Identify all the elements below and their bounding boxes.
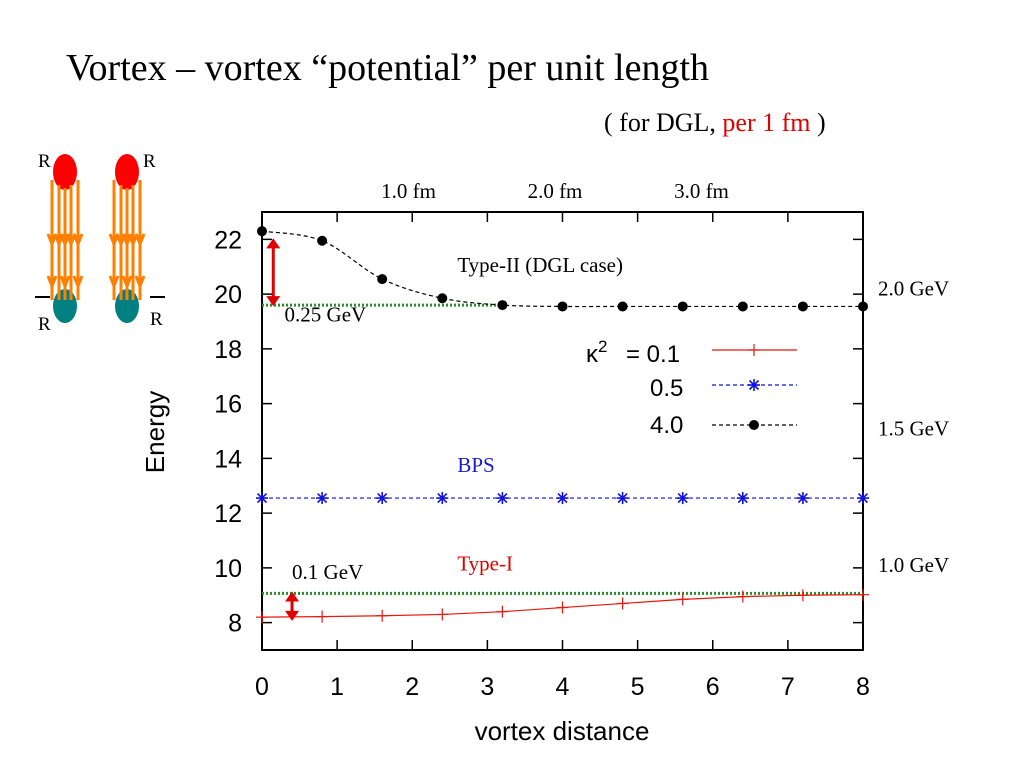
- x-tick-label: 5: [631, 673, 645, 701]
- asterisk-marker: [556, 492, 569, 505]
- label-r-bottom-right: R: [150, 309, 163, 330]
- dot-marker: [677, 301, 688, 312]
- y-axis-label: Energy: [140, 391, 170, 473]
- legend-label-0: = 0.1: [626, 341, 680, 368]
- x-tick-label: 7: [781, 673, 795, 701]
- legend: κ2 = 0.1 0.5 4.0: [586, 337, 797, 439]
- asterisk-marker: [796, 492, 809, 505]
- legend-label-2: 4.0: [650, 412, 683, 439]
- asterisk-marker: [316, 492, 329, 505]
- asterisk-marker: [436, 492, 449, 505]
- dot-marker: [317, 235, 328, 246]
- dot-marker: [737, 301, 748, 312]
- top-ball-right: [115, 154, 139, 190]
- label-r-top-right: R: [143, 151, 156, 172]
- flux-lines-left: [46, 180, 84, 300]
- x-tick-label: 0: [255, 673, 269, 701]
- x-tick-label: 3: [480, 673, 494, 701]
- subtitle-open: ( for DGL,: [604, 108, 723, 137]
- x-tick-label: 8: [856, 673, 870, 701]
- dot-marker: [617, 301, 628, 312]
- dot-marker: [437, 293, 448, 304]
- double-arrow: [285, 591, 300, 621]
- dot-marker: [377, 274, 388, 285]
- x-tick-label: 2: [405, 673, 419, 701]
- label-r-top-left: R: [38, 151, 51, 172]
- legend-kappa-label: κ2: [586, 337, 607, 368]
- asterisk-marker: [496, 492, 509, 505]
- series-1: [256, 492, 869, 505]
- dot-marker: [257, 226, 267, 237]
- top-axis-label: 2.0 fm: [528, 179, 583, 203]
- x-tick-label: 1: [330, 673, 344, 701]
- subtitle-close: ): [810, 108, 826, 137]
- asterisk-marker: [376, 492, 389, 505]
- asterisk-marker: [748, 379, 760, 391]
- y-tick-label: 16: [214, 391, 242, 419]
- annotation: BPS: [457, 453, 494, 477]
- x-axis-label: vortex distance: [475, 716, 650, 746]
- label-r-bottom-left: R: [38, 314, 51, 335]
- top-axis-label: 1.0 fm: [381, 179, 436, 203]
- x-tick-label: 4: [556, 673, 570, 701]
- annotation: 0.25 GeV: [285, 303, 367, 327]
- series-2: [257, 226, 868, 312]
- dot-marker: [797, 301, 808, 312]
- legend-label-1: 0.5: [650, 375, 683, 402]
- y-tick-label: 14: [214, 445, 242, 473]
- dot-marker: [858, 301, 868, 312]
- asterisk-marker: [676, 492, 689, 505]
- page-title: Vortex – vortex “potential” per unit len…: [66, 47, 710, 89]
- asterisk-marker: [857, 492, 869, 505]
- vortex-illustration: R R R R: [35, 151, 165, 335]
- subtitle-highlight: per 1 fm: [722, 108, 811, 137]
- plot-frame: [261, 211, 864, 651]
- y-tick-label: 20: [214, 281, 242, 309]
- y-tick-label: 22: [214, 226, 242, 254]
- page-subtitle: ( for DGL, per 1 fm ): [604, 108, 826, 138]
- x-tick-label: 6: [706, 673, 720, 701]
- dot-marker: [557, 301, 568, 312]
- series-0: [256, 588, 869, 624]
- y-tick-label: 10: [214, 555, 242, 583]
- dot-marker: [497, 300, 508, 311]
- y-tick-label: 12: [214, 500, 242, 528]
- vortex-tube-left: [46, 154, 84, 323]
- y-tick-label: 18: [214, 336, 242, 364]
- right-axis-label: 1.5 GeV: [878, 416, 949, 440]
- double-arrow: [266, 238, 281, 307]
- asterisk-marker: [736, 492, 749, 505]
- vortex-tube-right: [108, 154, 146, 323]
- top-axis-label: 3.0 fm: [674, 179, 729, 203]
- right-axis-label: 1.0 GeV: [878, 553, 949, 577]
- top-ball-left: [53, 154, 77, 190]
- asterisk-marker: [616, 492, 629, 505]
- annotation: 0.1 GeV: [292, 560, 363, 584]
- annotation: Type-II (DGL case): [457, 253, 623, 277]
- dot-marker: [749, 420, 759, 430]
- asterisk-marker: [256, 492, 268, 505]
- flux-lines-right: [108, 180, 146, 300]
- y-tick-label: 8: [228, 610, 242, 638]
- right-axis-label: 2.0 GeV: [878, 277, 949, 301]
- annotation: Type-I: [457, 552, 513, 576]
